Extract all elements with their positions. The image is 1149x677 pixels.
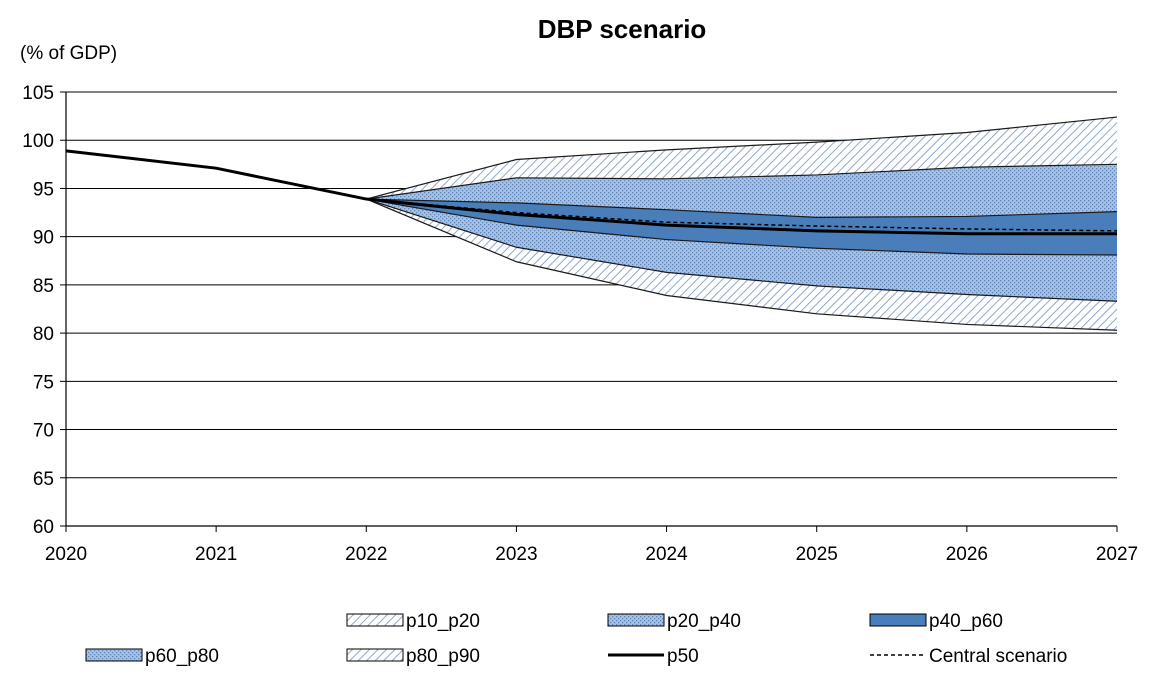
band-boundary-5 <box>366 116 1118 200</box>
legend-swatch-p20_p40 <box>607 613 665 627</box>
y-axis-unit-label: (% of GDP) <box>20 43 117 64</box>
band-boundary-4 <box>366 163 1118 200</box>
series-lines <box>65 149 1118 236</box>
y-tick-label-60: 60 <box>33 517 54 538</box>
band-boundary-0 <box>366 198 1118 331</box>
x-tick-label-2020: 2020 <box>45 544 87 565</box>
legend-label-p50: p50 <box>667 646 699 667</box>
series-central-scenario <box>366 198 1118 232</box>
x-tick-label-2027: 2027 <box>1096 544 1138 565</box>
legend-label-central-scenario: Central scenario <box>929 646 1067 667</box>
x-tick-label-2023: 2023 <box>495 544 537 565</box>
legend-label-p80_p90: p80_p90 <box>406 646 480 667</box>
legend-label-p40_p60: p40_p60 <box>929 611 1003 632</box>
x-tick-label-2025: 2025 <box>796 544 838 565</box>
x-tick-label-2022: 2022 <box>345 544 387 565</box>
y-tick-label-85: 85 <box>33 276 54 297</box>
legend-swatch-p10_p20 <box>346 613 404 627</box>
y-tick-label-105: 105 <box>22 83 54 104</box>
legend-swatch-p80_p90 <box>346 648 404 662</box>
band-p10_p20 <box>366 199 1117 331</box>
y-tick-label-90: 90 <box>33 228 54 249</box>
y-tick-label-100: 100 <box>22 131 54 152</box>
legend-label-p60_p80: p60_p80 <box>145 646 219 667</box>
x-tick-label-2024: 2024 <box>645 544 688 565</box>
y-tick-label-70: 70 <box>33 421 54 442</box>
x-axis-ticks: 2020 2021 2022 2023 2024 2025 2026 2027 <box>45 526 1138 565</box>
x-tick-label-2026: 2026 <box>946 544 988 565</box>
band-boundary-1 <box>366 198 1118 302</box>
y-tick-label-80: 80 <box>33 324 54 345</box>
fan-bands <box>366 116 1118 331</box>
legend-swatch-p60_p80 <box>85 648 143 662</box>
band-boundary-2 <box>366 198 1118 256</box>
y-tick-label-75: 75 <box>33 372 54 393</box>
legend-label-p10_p20: p10_p20 <box>406 611 480 632</box>
y-tick-label-65: 65 <box>33 469 54 490</box>
legend-swatch-p40_p60 <box>869 613 927 627</box>
axes <box>65 92 1117 527</box>
legend-label-p20_p40: p20_p40 <box>667 611 741 632</box>
series-p50 <box>65 149 1117 236</box>
chart-title: DBP scenario <box>538 14 707 44</box>
band-boundary-3 <box>366 198 1118 218</box>
legend: p10_p20 p20_p40 p40_p60 p60_p80 p80_p90 p50 Ce… <box>85 611 1067 667</box>
y-tick-label-95: 95 <box>33 179 54 200</box>
band-p80_p90 <box>366 117 1117 200</box>
x-tick-label-2021: 2021 <box>195 544 237 565</box>
band-p20_p40 <box>366 199 1117 302</box>
y-axis-ticks: 60 65 70 75 80 85 90 95 100 105 <box>22 83 66 538</box>
